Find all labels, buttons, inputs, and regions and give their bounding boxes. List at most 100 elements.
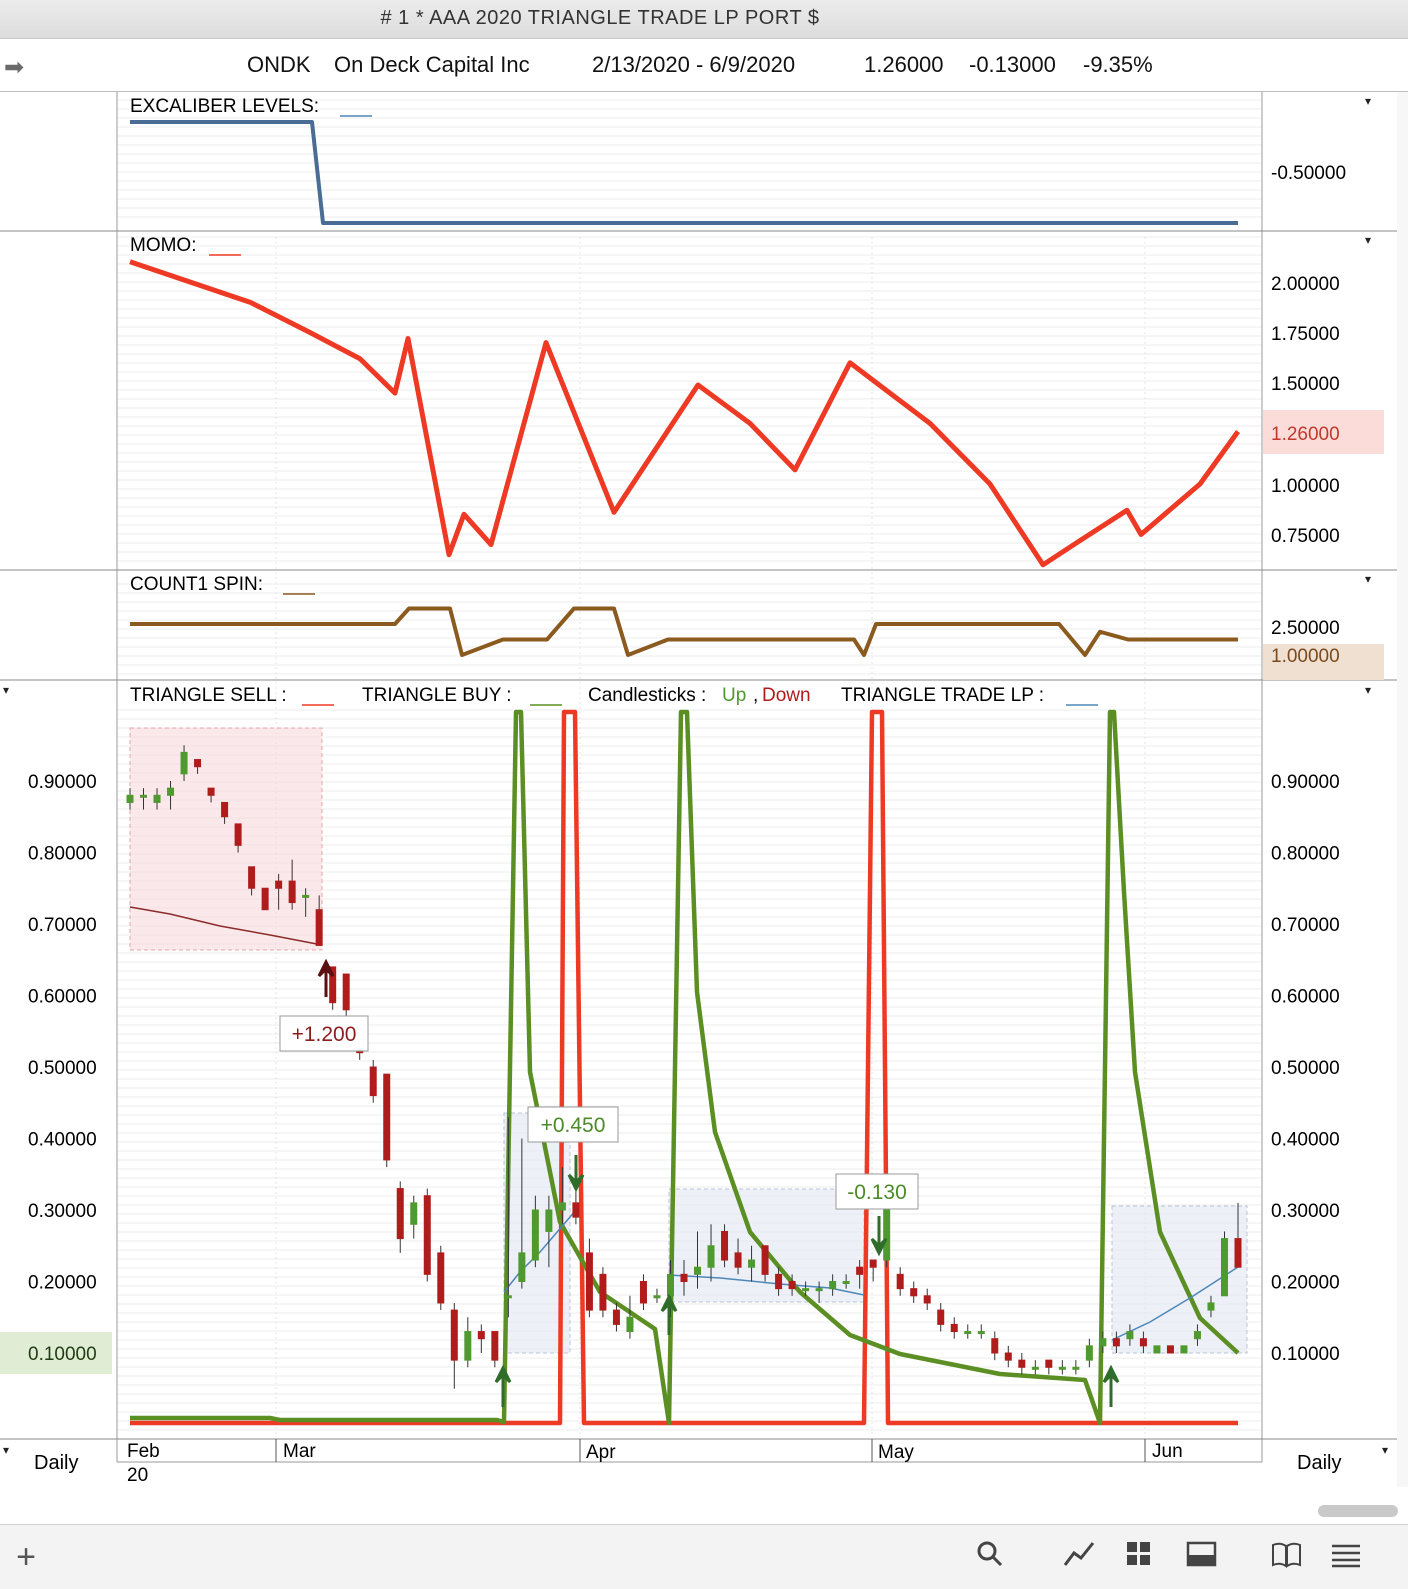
forward-arrow-icon[interactable]: ➡: [4, 54, 25, 81]
candle-body: [842, 1281, 850, 1284]
momo-tick-1: 2.00000: [1271, 274, 1340, 295]
candle-body: [558, 1202, 566, 1211]
count1-highlight-bg: [1263, 644, 1384, 680]
main-collapse-icon[interactable]: ▾: [1365, 683, 1371, 697]
candle-body: [977, 1331, 985, 1335]
line-chart-icon[interactable]: [1059, 1539, 1099, 1575]
candle-body: [531, 1209, 539, 1261]
candle-body: [734, 1252, 742, 1268]
candle-body: [261, 887, 269, 911]
date-range: 2/13/2020 - 6/9/2020: [592, 52, 796, 77]
candle-body: [1031, 1366, 1039, 1370]
momo-collapse-icon[interactable]: ▾: [1365, 233, 1371, 247]
vertical-scrollbar[interactable]: [1397, 92, 1408, 1487]
candle-body: [437, 1252, 445, 1304]
symbol-info-bar: ➡ ONDK On Deck Capital Inc 2/13/2020 - 6…: [0, 39, 1408, 92]
main-right-tick: 0.40000: [1271, 1130, 1340, 1151]
axis-right-collapse-icon[interactable]: ▾: [1382, 1443, 1388, 1457]
candle-body: [707, 1245, 715, 1268]
legend-candlesticks: Candlesticks :: [588, 685, 706, 706]
x-axis: Feb Mar Apr May Jun 20 Daily Daily: [34, 1439, 1341, 1486]
candle-body: [1004, 1352, 1012, 1361]
candle-body: [694, 1266, 702, 1275]
candle-body: [545, 1209, 553, 1232]
period-right[interactable]: Daily: [1297, 1452, 1341, 1474]
count1-collapse-icon[interactable]: ▾: [1365, 572, 1371, 586]
count1-label: COUNT1 SPIN:: [130, 574, 263, 595]
menu-icon[interactable]: [1326, 1539, 1366, 1575]
candle-body: [626, 1316, 634, 1333]
main-left-tick: 0.50000: [28, 1058, 97, 1079]
candle-body: [1220, 1238, 1228, 1297]
candle-body: [1099, 1338, 1107, 1347]
candle-body: [1112, 1338, 1120, 1347]
book-icon[interactable]: [1267, 1539, 1307, 1575]
count1-highlight-value: 1.00000: [1271, 646, 1340, 667]
candle-body: [788, 1281, 796, 1290]
x-label-mar: Mar: [283, 1441, 316, 1462]
candle-body: [315, 909, 323, 946]
window-title: # 1 * AAA 2020 TRIANGLE TRADE LP PORT $: [380, 7, 820, 29]
trade-lp-line-1: [129, 906, 323, 946]
main-left-tick: 0.80000: [28, 844, 97, 865]
momo-highlight-value: 1.26000: [1271, 424, 1340, 445]
candle-body: [504, 1295, 512, 1299]
momo-line: [129, 259, 1241, 568]
candle-body: [1045, 1359, 1053, 1368]
candle-body: [653, 1295, 661, 1299]
candle-body: [383, 1073, 391, 1161]
add-button[interactable]: +: [16, 1538, 36, 1576]
signal-arrow-down-2: [870, 1216, 888, 1257]
triangle-sell-line: [130, 709, 1238, 1426]
main-left-tick: 0.20000: [28, 1273, 97, 1294]
x-label-year: 20: [127, 1465, 148, 1486]
main-right-tick: 0.10000: [1271, 1344, 1340, 1365]
trade-box-sell: [129, 727, 323, 951]
main-right-tick: 0.90000: [1271, 772, 1340, 793]
signal-arrow-up-4: [1102, 1364, 1120, 1407]
excaliber-collapse-icon[interactable]: ▾: [1365, 94, 1371, 108]
candle-body: [302, 894, 310, 898]
candle-body: [923, 1295, 931, 1304]
candle-body: [1126, 1331, 1134, 1340]
main-right-tick: 0.80000: [1271, 844, 1340, 865]
candle-body: [856, 1266, 864, 1275]
candle-body: [572, 1202, 580, 1218]
x-label-may: May: [878, 1442, 914, 1463]
grid-icon[interactable]: [1119, 1539, 1159, 1575]
candle-body: [1207, 1302, 1215, 1311]
horizontal-scrollbar[interactable]: [1318, 1505, 1398, 1517]
x-label-feb: Feb: [127, 1441, 160, 1462]
triangle-buy-line: [130, 709, 1240, 1426]
candle-body: [126, 794, 134, 803]
annotation-box-2: [527, 1106, 619, 1143]
main-right-tick: 0.60000: [1271, 987, 1340, 1008]
price-change: -0.13000: [969, 52, 1056, 77]
candle-body: [680, 1273, 688, 1282]
candle-body: [829, 1281, 837, 1290]
excaliber-tick: -0.50000: [1271, 163, 1346, 184]
search-icon[interactable]: [970, 1539, 1010, 1575]
candle-body: [140, 794, 148, 798]
main-left-collapse-icon[interactable]: ▾: [3, 683, 9, 697]
candle-body: [761, 1245, 769, 1275]
left-highlight-value: 0.10000: [28, 1344, 97, 1365]
legend-down: Down: [762, 685, 811, 706]
period-left[interactable]: Daily: [34, 1452, 78, 1474]
signal-arrow-up-3: [660, 1293, 678, 1335]
candle-body: [883, 1209, 891, 1261]
candle-body: [1085, 1345, 1093, 1361]
candle-body: [1018, 1359, 1026, 1368]
annotation-3: -0.130: [847, 1181, 907, 1204]
layout-icon[interactable]: [1182, 1539, 1222, 1575]
candle-body: [937, 1309, 945, 1325]
chart-area[interactable]: EXCALIBER LEVELS: -0.50000 MOMO: COUNT1 …: [0, 92, 1397, 1524]
annotation-2: +0.450: [541, 1114, 606, 1137]
window-titlebar: # 1 * AAA 2020 TRIANGLE TRADE LP PORT $: [0, 0, 1408, 39]
candle-body: [1166, 1345, 1174, 1354]
annotation-1: +1.200: [292, 1023, 357, 1046]
candle-body: [1193, 1331, 1201, 1340]
signal-arrow-up-1: [317, 958, 335, 997]
axis-left-collapse-icon[interactable]: ▾: [3, 1443, 9, 1457]
bottom-toolbar: +: [0, 1524, 1408, 1589]
